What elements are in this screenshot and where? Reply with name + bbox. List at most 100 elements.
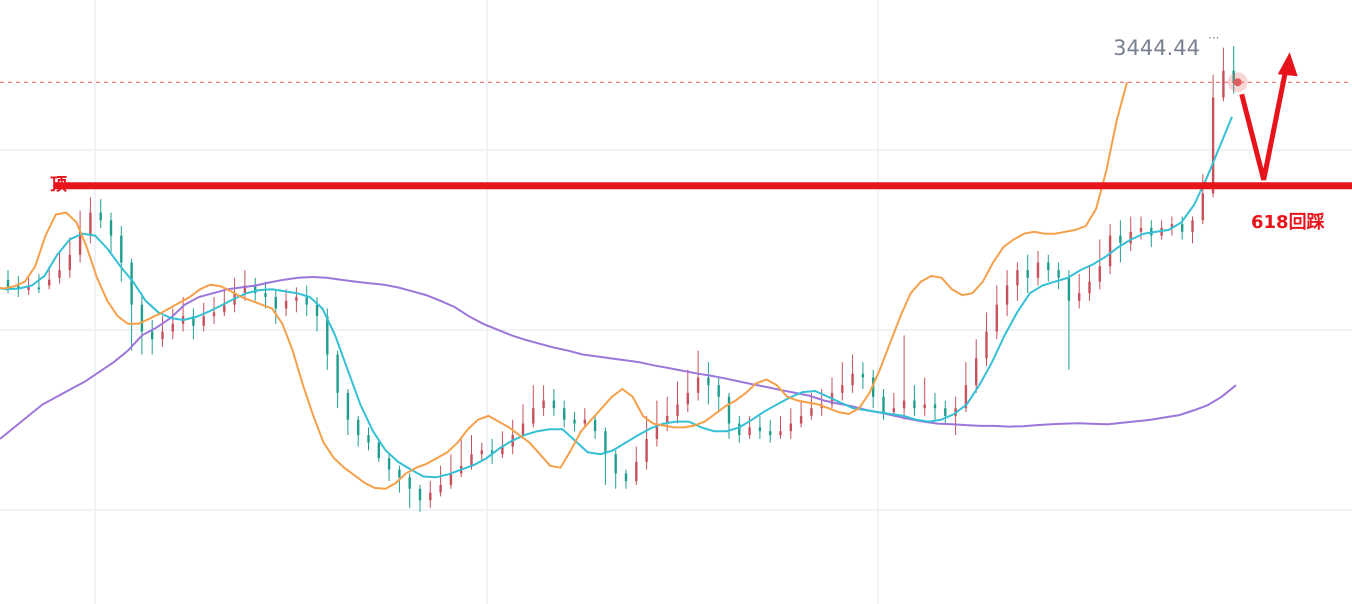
candle-body — [861, 373, 865, 378]
candle-body — [223, 304, 226, 313]
candle-body — [1098, 266, 1101, 282]
candle-body — [635, 461, 638, 482]
candle-body — [913, 400, 916, 409]
candle-body — [738, 423, 741, 436]
candle-body — [418, 488, 422, 501]
candle-body — [717, 385, 720, 397]
candle-body — [1088, 281, 1091, 294]
candle-body — [1005, 285, 1009, 305]
candle-body — [676, 404, 679, 416]
candle-body — [758, 427, 762, 432]
candle-body — [1016, 270, 1019, 286]
candle-body — [614, 454, 617, 474]
candle-body — [78, 231, 82, 255]
candle-body — [470, 454, 473, 466]
candle-body — [1036, 262, 1040, 278]
candle-body — [810, 408, 813, 416]
candle-body — [1108, 235, 1112, 267]
candle-body — [624, 473, 628, 482]
candle-body — [1191, 220, 1194, 232]
candlesticks — [6, 46, 1235, 512]
candle-body — [120, 235, 123, 263]
candle-body — [696, 377, 700, 393]
candle-body — [944, 408, 947, 416]
ma-mid-line — [0, 116, 1233, 479]
candle-body — [923, 404, 926, 409]
candle-body — [27, 286, 30, 291]
candle-body — [769, 431, 772, 436]
candle-body — [6, 279, 10, 288]
candle-body — [490, 450, 494, 455]
candle-body — [789, 423, 792, 432]
candle-body — [17, 285, 20, 290]
candle-body — [1139, 227, 1143, 232]
candle-body — [1170, 224, 1174, 228]
candle-body — [449, 473, 453, 485]
candle-body — [1181, 224, 1184, 232]
candle-body — [1119, 235, 1122, 244]
candle-body — [161, 331, 164, 340]
candle-body — [872, 377, 875, 397]
candle-body — [573, 419, 576, 424]
candle-body — [429, 492, 432, 501]
candle-body — [542, 400, 545, 409]
candle-body — [212, 312, 216, 317]
forecast-arrow — [1239, 69, 1289, 181]
candle-body — [1057, 270, 1060, 278]
candle-body — [315, 304, 319, 317]
candle-body — [367, 435, 370, 443]
candle-body — [799, 415, 803, 424]
candle-body — [532, 408, 535, 424]
candle-body — [151, 331, 154, 340]
candle-body — [264, 293, 267, 297]
candle-body — [99, 212, 102, 221]
top-annotation: 顶 — [50, 175, 67, 195]
candle-body — [521, 423, 525, 436]
candle-body — [408, 477, 411, 489]
candle-body — [933, 404, 937, 409]
candle-body — [305, 296, 308, 305]
ma-fast-line — [0, 81, 1128, 490]
candle-body — [593, 419, 597, 432]
candle-body — [686, 392, 689, 405]
candle-body — [985, 331, 988, 359]
ma-slow-line — [0, 275, 1237, 440]
candle-body — [975, 358, 978, 386]
candle-body — [563, 408, 566, 420]
candle-body — [645, 438, 648, 462]
retrace-annotation: 618回踩 — [1251, 212, 1325, 233]
candle-body — [604, 431, 607, 455]
candle-body — [1232, 70, 1235, 83]
candle-body — [995, 304, 998, 332]
candle-body — [655, 423, 659, 439]
candle-body — [439, 484, 442, 493]
candle-body — [666, 415, 669, 424]
candle-body — [171, 323, 174, 332]
candle-body — [902, 400, 906, 409]
candle-body — [336, 354, 339, 393]
candle-body — [346, 392, 350, 420]
candle-body — [68, 254, 71, 271]
candle-body — [882, 396, 885, 413]
candle-body — [377, 442, 380, 459]
candle-body — [89, 212, 92, 236]
candle-body — [552, 400, 556, 409]
candle-body — [1129, 231, 1132, 244]
candle-body — [48, 279, 51, 286]
candle-body — [357, 419, 360, 436]
candle-body — [480, 450, 483, 455]
candle-body — [202, 316, 205, 326]
price-label-dots: ··· — [1208, 31, 1219, 45]
candle-body — [851, 373, 854, 386]
candle-body — [58, 270, 61, 278]
candle-body — [964, 385, 968, 409]
candle-body — [892, 408, 895, 413]
candle-body — [284, 300, 288, 309]
candle-body — [254, 285, 257, 294]
high-price-label: 3444.44 — [1113, 36, 1200, 60]
candle-body — [501, 446, 504, 455]
candle-body — [192, 316, 195, 326]
